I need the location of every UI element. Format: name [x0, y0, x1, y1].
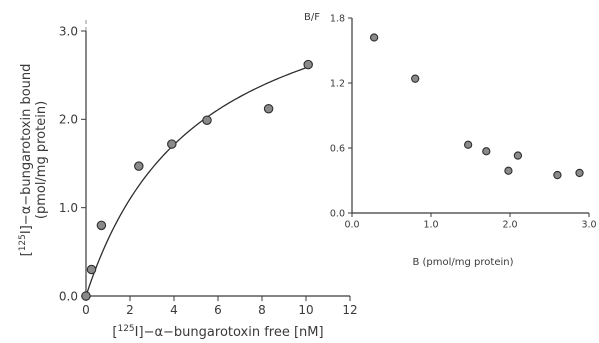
fitted-binding-curve: [85, 66, 309, 297]
x-axis-title: [125I]−α−bungarotoxin free [nM]: [112, 324, 323, 340]
y-axis-title-pre: [: [19, 251, 34, 256]
data-point: [411, 74, 420, 83]
y-axis-title: B/F: [304, 12, 320, 23]
y-axis-subtitle: (pmol/mg protein): [34, 101, 49, 219]
x-tick-label: 3.0: [581, 220, 596, 231]
data-point: [369, 33, 379, 42]
data-point: [575, 168, 584, 178]
data-point: [86, 264, 97, 275]
data-points: [81, 59, 313, 301]
data-point: [463, 140, 473, 149]
x-tick-label: 1.0: [423, 220, 438, 231]
data-point: [81, 291, 91, 301]
x-axis-title-sup: 125: [117, 324, 134, 334]
data-point: [303, 59, 313, 70]
y-axis-title-post: I]−α−bungarotoxin bound: [19, 64, 34, 235]
x-tick-label: 6: [214, 303, 222, 317]
data-point: [482, 147, 491, 156]
y-tick-label: 3.0: [59, 24, 78, 38]
x-axis-title-pre: [: [112, 325, 117, 340]
data-point: [134, 161, 144, 171]
data-point: [167, 139, 177, 149]
data-point: [263, 103, 274, 114]
scatchard-chart: 0.0 0.6 1.2 1.8 0.0 1.0 2.0 3.0 B/F B (pmol/mg…: [304, 12, 597, 268]
x-axis-title: B (pmol/mg protein): [412, 257, 513, 268]
y-tick-label: 0.0: [59, 289, 78, 303]
y-tick-label: 0.0: [330, 208, 345, 219]
data-point: [202, 115, 212, 125]
data-point: [513, 151, 523, 160]
y-tick-label: 2.0: [59, 113, 78, 127]
y-axis-ticks: 0.0 0.6 1.2 1.8: [330, 13, 352, 219]
saturation-chart: 0.01.02.03.0 0 2 4 6 8 10 12 [125I]−α−bungarot…: [18, 20, 358, 340]
x-axis-title-post: I]−α−bungarotoxin free [nM]: [135, 325, 324, 340]
data-point: [504, 166, 513, 175]
x-tick-label: 8: [258, 303, 266, 317]
x-tick-label: 2.0: [502, 220, 517, 231]
x-axis-ticks: 0 2 4 6 8 10 12: [82, 296, 358, 317]
data-point: [553, 170, 562, 180]
y-axis-title-sup: 125: [18, 234, 28, 251]
x-tick-label: 10: [298, 303, 313, 317]
x-tick-label: 12: [342, 303, 357, 317]
data-point: [96, 220, 107, 231]
y-tick-label: 0.6: [330, 143, 345, 154]
y-tick-label: 1.8: [330, 13, 345, 24]
y-tick-label: 1.2: [330, 78, 345, 89]
x-axis-ticks: 0.0 1.0 2.0 3.0: [344, 213, 597, 231]
x-tick-label: 0: [82, 303, 90, 317]
y-axis-title: [125I]−α−bungarotoxin bound: [18, 64, 34, 257]
x-tick-label: 2: [126, 303, 134, 317]
x-tick-label: 0.0: [344, 220, 359, 231]
data-points: [369, 33, 584, 180]
y-tick-label: 1.0: [59, 201, 78, 215]
y-axis-ticks: 0.0 1.0 2.0 3.0: [59, 24, 86, 303]
x-tick-label: 4: [170, 303, 178, 317]
